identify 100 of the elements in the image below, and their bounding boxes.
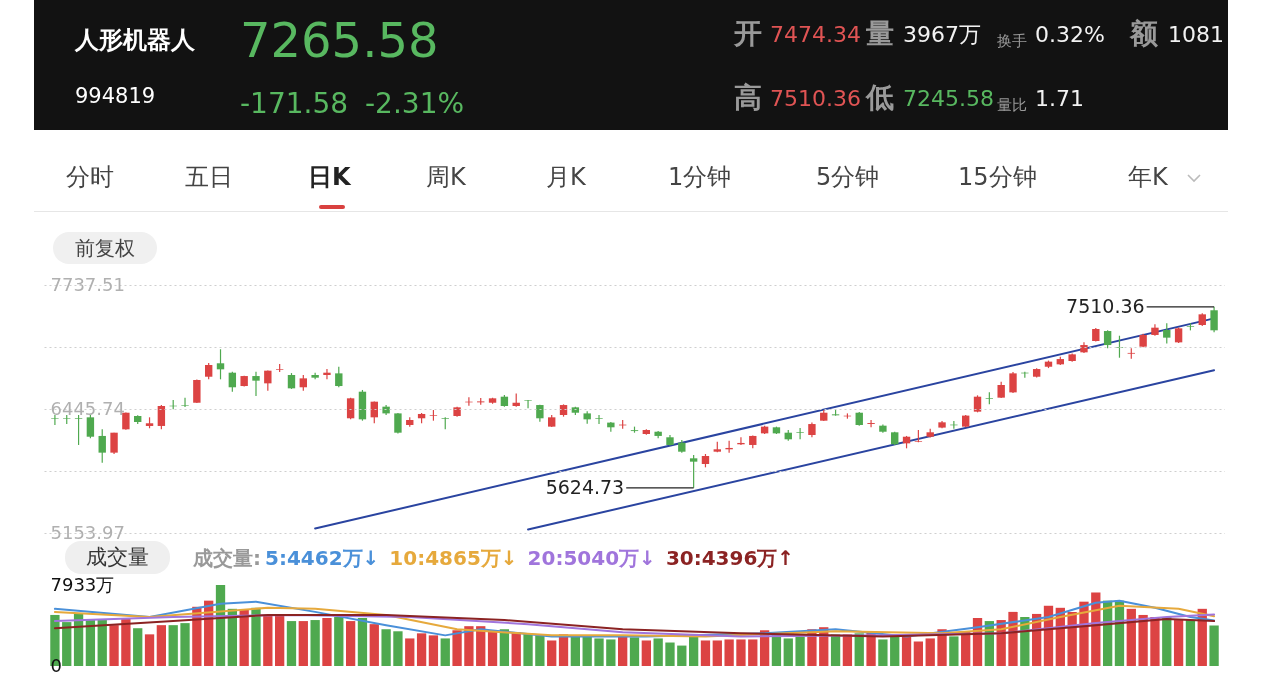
annotation: 7510.36	[1066, 294, 1145, 317]
bar	[156, 625, 167, 666]
annotation: 5624.73	[545, 475, 625, 498]
text: 1.71	[1035, 86, 1084, 111]
text: 日K	[308, 163, 351, 191]
bar	[641, 640, 651, 666]
bar	[582, 636, 592, 666]
text: 7474.34	[770, 22, 861, 47]
bar	[949, 636, 959, 666]
bar	[736, 639, 746, 666]
bar	[487, 631, 498, 666]
text: 20:5040万↓	[527, 546, 656, 570]
bar	[724, 639, 734, 666]
bar	[334, 616, 344, 666]
bar	[1126, 608, 1136, 666]
candlestick	[74, 414, 83, 446]
bar	[381, 629, 391, 666]
text: 周K	[426, 163, 466, 191]
text: -171.58	[240, 87, 349, 120]
text: 开	[734, 17, 762, 50]
bar	[428, 635, 439, 666]
bar	[499, 629, 510, 666]
y-tick-label: 5153.97	[50, 521, 125, 543]
bar	[913, 641, 924, 666]
text: 额	[1130, 17, 1158, 50]
text: 低	[866, 81, 894, 114]
bar	[1138, 614, 1148, 666]
candlestick	[216, 348, 225, 380]
bar	[298, 621, 308, 666]
bar	[606, 639, 616, 666]
text: 10:4865万↓	[389, 546, 518, 570]
candlestick	[252, 371, 260, 397]
candlestick	[51, 414, 59, 426]
bar	[629, 637, 640, 666]
bar	[570, 636, 581, 666]
bar	[144, 634, 155, 666]
bar	[393, 631, 403, 666]
text: 分时	[66, 163, 114, 191]
chart-title: 人形机器人	[75, 26, 195, 54]
bar	[653, 638, 663, 666]
series-label: 5:4462万↓	[265, 546, 380, 570]
bar	[795, 636, 805, 666]
text: 7265.58	[240, 12, 439, 68]
text: 年K	[1128, 163, 1168, 191]
text: 量	[866, 17, 894, 50]
candlestick	[524, 399, 532, 409]
bar	[547, 640, 557, 666]
bar	[133, 628, 143, 666]
bar	[322, 618, 332, 666]
bar	[440, 638, 450, 666]
bar	[109, 625, 119, 666]
candlestick	[228, 371, 237, 393]
text: 五日	[185, 163, 233, 191]
text: 前复权	[53, 232, 157, 264]
candlestick	[796, 427, 804, 440]
bar	[357, 618, 368, 666]
bar	[665, 642, 675, 666]
text: 0.32%	[1035, 22, 1105, 47]
y-tick-label: 7737.51	[50, 273, 125, 295]
candlestick	[323, 368, 331, 380]
bar	[511, 632, 521, 666]
bar	[275, 614, 285, 666]
bar	[925, 638, 935, 666]
bar	[62, 622, 72, 666]
bar	[618, 636, 628, 666]
text: 15分钟	[958, 163, 1037, 191]
text: 月K	[546, 163, 586, 191]
y-tick-label: 7933万	[50, 573, 115, 595]
bar	[97, 620, 107, 666]
bar	[854, 633, 864, 666]
bar	[783, 638, 793, 666]
bar	[239, 609, 249, 666]
bar	[842, 634, 853, 666]
bar	[251, 607, 261, 666]
candlestick	[335, 366, 343, 388]
bar	[121, 619, 131, 666]
text: 高	[734, 81, 762, 114]
candlestick	[595, 414, 603, 425]
bar	[700, 640, 711, 666]
text: 7245.58	[903, 86, 994, 111]
bar	[180, 623, 190, 666]
bar	[748, 639, 758, 666]
candlestick	[98, 428, 106, 464]
bar	[263, 614, 273, 666]
bar	[405, 638, 415, 666]
bar	[168, 625, 178, 666]
bar	[688, 636, 699, 666]
candlestick	[689, 454, 698, 489]
text: 1分钟	[668, 163, 732, 191]
bar	[535, 635, 545, 666]
bar	[310, 620, 320, 666]
candlestick	[1009, 371, 1017, 394]
bar	[594, 638, 604, 666]
candlestick	[86, 414, 95, 439]
bar	[677, 645, 687, 666]
candlestick	[1163, 322, 1171, 345]
bar	[1209, 625, 1219, 666]
candlestick	[867, 419, 875, 428]
y-tick-label: 6445.74	[50, 397, 125, 419]
candlestick	[181, 397, 189, 408]
